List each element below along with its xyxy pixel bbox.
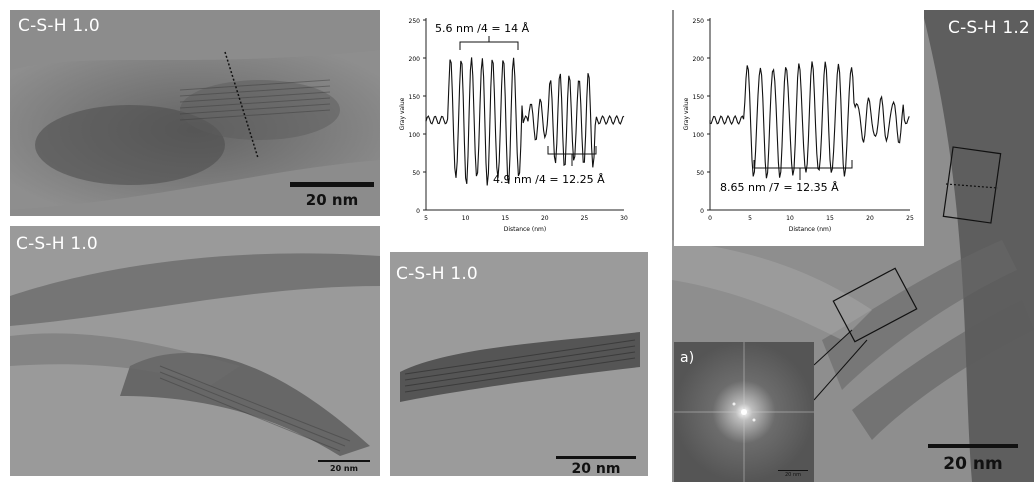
gray-profile-plot-2: 0 50 100 150 200 250 0 5 10 15 20 25 Dis…: [674, 10, 924, 246]
inset-scale-bar-label: 20 nm: [785, 472, 801, 478]
inset-scale-bar: 20 nm: [778, 470, 808, 480]
fft-region-box: [832, 267, 918, 343]
bracket-bottom: [547, 146, 597, 166]
y-tick: 200: [693, 56, 705, 63]
x-tick: 30: [620, 215, 628, 222]
x-tick: 20: [541, 215, 549, 222]
y-axis-label: Gray value: [399, 97, 406, 130]
tem-texture-bottom-left: [10, 226, 380, 476]
y-tick: 150: [409, 94, 421, 101]
tem-panel-top-left: C-S-H 1.0 20 nm: [10, 10, 380, 216]
x-tick: 15: [826, 215, 834, 222]
scale-bar: 20 nm: [928, 444, 1018, 478]
y-tick: 200: [409, 56, 421, 63]
y-tick: 50: [696, 170, 704, 177]
y-tick: 250: [693, 18, 705, 25]
scale-bar: 20 nm: [318, 460, 370, 474]
gray-profile-curve: [709, 61, 910, 179]
bracket-top: [459, 36, 519, 50]
y-tick: 0: [700, 208, 704, 215]
connector-line: [813, 329, 853, 366]
plot-1-svg: 0 50 100 150 200 250 5 10 15 20 25 30 Di…: [399, 18, 628, 233]
panel-label: C-S-H 1.0: [16, 234, 98, 254]
y-tick: 100: [409, 132, 421, 139]
inset-label: a): [680, 350, 695, 366]
x-tick: 20: [866, 215, 874, 222]
panel-label: C-S-H 1.2: [948, 18, 1030, 38]
x-tick: 25: [581, 215, 589, 222]
y-tick: 100: [693, 132, 705, 139]
bracket: [753, 160, 853, 180]
connector-line: [813, 339, 868, 401]
x-tick: 10: [786, 215, 794, 222]
x-tick: 0: [708, 215, 712, 222]
y-tick: 250: [409, 18, 421, 25]
tem-panel-right: C-S-H 1.2 a) 20 nm 20: [672, 10, 1034, 482]
panel-label: C-S-H 1.0: [396, 264, 478, 284]
gray-profile-curve: [425, 57, 625, 186]
tem-panel-bottom-left: C-S-H 1.0 20 nm: [10, 226, 380, 476]
x-axis-label: Distance (nm): [789, 226, 831, 233]
tem-panel-bottom-middle: C-S-H 1.0 20 nm: [390, 252, 648, 476]
annotation: 8.65 nm /7 = 12.35 Å: [720, 181, 839, 194]
x-tick: 10: [462, 215, 470, 222]
y-tick: 150: [693, 94, 705, 101]
scale-bar: 20 nm: [290, 182, 374, 212]
profile-line: [945, 183, 999, 189]
tem-texture-top-left: [10, 10, 380, 216]
y-tick: 50: [412, 170, 420, 177]
scale-bar: 20 nm: [556, 456, 636, 476]
plot-2-svg: 0 50 100 150 200 250 0 5 10 15 20 25 Dis…: [683, 18, 914, 233]
y-axis-label: Gray value: [683, 97, 690, 130]
x-tick: 15: [501, 215, 509, 222]
scale-bar-label: 20 nm: [330, 464, 358, 473]
x-tick: 5: [748, 215, 752, 222]
tem-texture-bottom-middle: [390, 252, 648, 476]
annotation-top: 5.6 nm /4 = 14 Å: [435, 22, 530, 35]
fft-pattern: [674, 342, 814, 482]
annotation-bottom: 4.9 nm /4 = 12.25 Å: [493, 173, 605, 186]
x-tick: 25: [906, 215, 914, 222]
gray-profile-plot-1: 0 50 100 150 200 250 5 10 15 20 25 30 Di…: [388, 10, 638, 246]
scale-bar-label: 20 nm: [571, 461, 621, 476]
panel-label: C-S-H 1.0: [18, 16, 100, 36]
profile-line: [224, 51, 259, 159]
x-tick: 5: [424, 215, 428, 222]
y-tick: 0: [416, 208, 420, 215]
scale-bar-label: 20 nm: [943, 454, 1003, 474]
x-axis-label: Distance (nm): [504, 226, 546, 233]
scale-bar-label: 20 nm: [305, 191, 359, 209]
fft-inset: a) 20 nm: [674, 342, 814, 482]
